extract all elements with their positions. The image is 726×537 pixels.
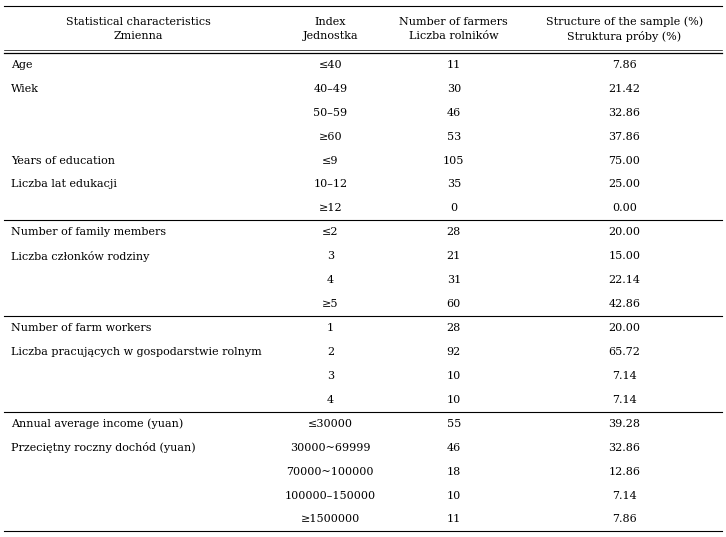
Text: 3: 3: [327, 251, 334, 262]
Text: 50–59: 50–59: [313, 108, 348, 118]
Text: 32.86: 32.86: [608, 442, 640, 453]
Text: 60: 60: [446, 299, 461, 309]
Text: Liczba pracujących w gospodarstwie rolnym: Liczba pracujących w gospodarstwie rolny…: [11, 347, 261, 357]
Text: 53: 53: [446, 132, 461, 142]
Text: 42.86: 42.86: [608, 299, 640, 309]
Text: 7.86: 7.86: [612, 60, 637, 70]
Text: ≥12: ≥12: [319, 204, 342, 213]
Text: 46: 46: [446, 442, 461, 453]
Text: ≥5: ≥5: [322, 299, 338, 309]
Text: ≥60: ≥60: [319, 132, 342, 142]
Text: 37.86: 37.86: [608, 132, 640, 142]
Text: Age: Age: [11, 60, 33, 70]
Text: 100000–150000: 100000–150000: [285, 490, 376, 500]
Text: Liczba lat edukacji: Liczba lat edukacji: [11, 179, 117, 190]
Text: 20.00: 20.00: [608, 227, 640, 237]
Text: 35: 35: [446, 179, 461, 190]
Text: 21: 21: [446, 251, 461, 262]
Text: ≤40: ≤40: [319, 60, 342, 70]
Text: 18: 18: [446, 467, 461, 477]
Text: Annual average income (yuan): Annual average income (yuan): [11, 418, 183, 429]
Text: Przeciętny roczny dochód (yuan): Przeciętny roczny dochód (yuan): [11, 442, 195, 453]
Text: ≥1500000: ≥1500000: [301, 514, 360, 525]
Text: 70000~100000: 70000~100000: [287, 467, 374, 477]
Text: 11: 11: [446, 514, 461, 525]
Text: 4: 4: [327, 395, 334, 405]
Text: 4: 4: [327, 275, 334, 285]
Text: Number of farmers
Liczba rolników: Number of farmers Liczba rolników: [399, 17, 508, 41]
Text: 1: 1: [327, 323, 334, 333]
Text: 10: 10: [446, 490, 461, 500]
Text: 2: 2: [327, 347, 334, 357]
Text: 39.28: 39.28: [608, 419, 640, 429]
Text: 28: 28: [446, 323, 461, 333]
Text: 10: 10: [446, 371, 461, 381]
Text: Number of farm workers: Number of farm workers: [11, 323, 152, 333]
Text: 7.86: 7.86: [612, 514, 637, 525]
Text: ≤2: ≤2: [322, 227, 338, 237]
Text: Liczba członków rodziny: Liczba członków rodziny: [11, 251, 150, 262]
Text: 32.86: 32.86: [608, 108, 640, 118]
Text: 25.00: 25.00: [608, 179, 640, 190]
Text: Wiek: Wiek: [11, 84, 39, 94]
Text: 20.00: 20.00: [608, 323, 640, 333]
Text: 30: 30: [446, 84, 461, 94]
Text: 10–12: 10–12: [313, 179, 348, 190]
Text: 92: 92: [446, 347, 461, 357]
Text: Index
Jednostka: Index Jednostka: [303, 17, 358, 41]
Text: 55: 55: [446, 419, 461, 429]
Text: 3: 3: [327, 371, 334, 381]
Text: 30000~69999: 30000~69999: [290, 442, 370, 453]
Text: 105: 105: [443, 156, 465, 165]
Text: 40–49: 40–49: [313, 84, 348, 94]
Text: 11: 11: [446, 60, 461, 70]
Text: ≤30000: ≤30000: [308, 419, 353, 429]
Text: 12.86: 12.86: [608, 467, 640, 477]
Text: Statistical characteristics
Zmienna: Statistical characteristics Zmienna: [65, 17, 211, 41]
Text: 7.14: 7.14: [612, 371, 637, 381]
Text: 31: 31: [446, 275, 461, 285]
Text: 7.14: 7.14: [612, 395, 637, 405]
Text: Number of family members: Number of family members: [11, 227, 166, 237]
Text: ≤9: ≤9: [322, 156, 338, 165]
Text: Years of education: Years of education: [11, 156, 115, 165]
Text: 46: 46: [446, 108, 461, 118]
Text: 22.14: 22.14: [608, 275, 640, 285]
Text: 0.00: 0.00: [612, 204, 637, 213]
Text: 28: 28: [446, 227, 461, 237]
Text: 21.42: 21.42: [608, 84, 640, 94]
Text: 7.14: 7.14: [612, 490, 637, 500]
Text: 10: 10: [446, 395, 461, 405]
Text: 65.72: 65.72: [608, 347, 640, 357]
Text: Structure of the sample (%)
Struktura próby (%): Structure of the sample (%) Struktura pr…: [546, 16, 703, 42]
Text: 0: 0: [450, 204, 457, 213]
Text: 15.00: 15.00: [608, 251, 640, 262]
Text: 75.00: 75.00: [608, 156, 640, 165]
